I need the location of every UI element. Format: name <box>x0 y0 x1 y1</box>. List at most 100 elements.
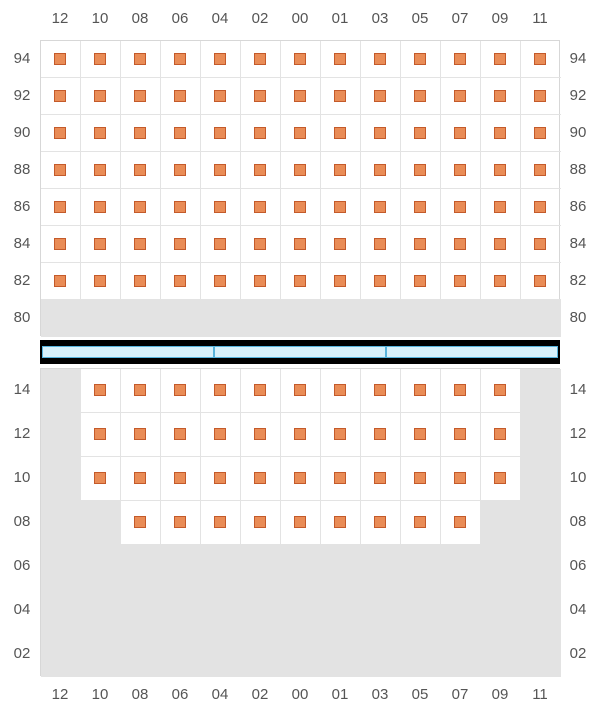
seat[interactable] <box>414 127 426 139</box>
seat[interactable] <box>454 428 466 440</box>
seat[interactable] <box>454 53 466 65</box>
seat[interactable] <box>374 53 386 65</box>
seat[interactable] <box>454 164 466 176</box>
seat[interactable] <box>134 201 146 213</box>
seat[interactable] <box>534 90 546 102</box>
seat[interactable] <box>334 53 346 65</box>
seat[interactable] <box>254 472 266 484</box>
seat[interactable] <box>214 472 226 484</box>
seat[interactable] <box>254 201 266 213</box>
seat[interactable] <box>534 53 546 65</box>
seat[interactable] <box>494 127 506 139</box>
seat[interactable] <box>374 127 386 139</box>
seat[interactable] <box>374 428 386 440</box>
seat[interactable] <box>174 53 186 65</box>
seat[interactable] <box>54 275 66 287</box>
seat[interactable] <box>494 275 506 287</box>
seat[interactable] <box>214 164 226 176</box>
seat[interactable] <box>254 384 266 396</box>
seat[interactable] <box>294 516 306 528</box>
seat[interactable] <box>534 164 546 176</box>
seat[interactable] <box>254 516 266 528</box>
seat[interactable] <box>134 164 146 176</box>
seat[interactable] <box>174 127 186 139</box>
seat[interactable] <box>174 164 186 176</box>
seat[interactable] <box>534 275 546 287</box>
seat[interactable] <box>174 472 186 484</box>
seat[interactable] <box>294 472 306 484</box>
seat[interactable] <box>334 238 346 250</box>
seat[interactable] <box>134 127 146 139</box>
seat[interactable] <box>214 275 226 287</box>
seat[interactable] <box>494 428 506 440</box>
seat[interactable] <box>214 428 226 440</box>
seat[interactable] <box>454 201 466 213</box>
seat[interactable] <box>54 238 66 250</box>
seat[interactable] <box>134 90 146 102</box>
seat[interactable] <box>374 164 386 176</box>
seat[interactable] <box>54 201 66 213</box>
seat[interactable] <box>94 428 106 440</box>
seat[interactable] <box>374 516 386 528</box>
seat[interactable] <box>134 238 146 250</box>
seat[interactable] <box>174 516 186 528</box>
seat[interactable] <box>334 201 346 213</box>
seat[interactable] <box>494 53 506 65</box>
seat[interactable] <box>134 428 146 440</box>
seat[interactable] <box>214 53 226 65</box>
seat[interactable] <box>454 472 466 484</box>
seat[interactable] <box>494 238 506 250</box>
seat[interactable] <box>534 201 546 213</box>
seat[interactable] <box>174 428 186 440</box>
seat[interactable] <box>454 127 466 139</box>
seat[interactable] <box>414 201 426 213</box>
seat[interactable] <box>214 201 226 213</box>
seat[interactable] <box>174 238 186 250</box>
seat[interactable] <box>334 428 346 440</box>
seat[interactable] <box>334 90 346 102</box>
seat[interactable] <box>414 164 426 176</box>
seat[interactable] <box>334 164 346 176</box>
seat[interactable] <box>374 238 386 250</box>
seat[interactable] <box>294 53 306 65</box>
seat[interactable] <box>254 164 266 176</box>
seat[interactable] <box>94 238 106 250</box>
seat[interactable] <box>134 275 146 287</box>
seat[interactable] <box>454 90 466 102</box>
seat[interactable] <box>94 472 106 484</box>
seat[interactable] <box>294 201 306 213</box>
seat[interactable] <box>374 384 386 396</box>
seat[interactable] <box>414 384 426 396</box>
seat[interactable] <box>294 127 306 139</box>
seat[interactable] <box>374 472 386 484</box>
seat[interactable] <box>54 127 66 139</box>
seat[interactable] <box>414 516 426 528</box>
seat[interactable] <box>174 90 186 102</box>
seat[interactable] <box>214 127 226 139</box>
seat[interactable] <box>134 384 146 396</box>
seat[interactable] <box>334 127 346 139</box>
seat[interactable] <box>94 90 106 102</box>
seat[interactable] <box>494 384 506 396</box>
seat[interactable] <box>334 275 346 287</box>
seat[interactable] <box>294 238 306 250</box>
seat[interactable] <box>374 275 386 287</box>
seat[interactable] <box>214 516 226 528</box>
seat[interactable] <box>454 275 466 287</box>
seat[interactable] <box>94 275 106 287</box>
seat[interactable] <box>54 53 66 65</box>
seat[interactable] <box>414 275 426 287</box>
seat[interactable] <box>254 127 266 139</box>
seat[interactable] <box>134 53 146 65</box>
seat[interactable] <box>174 275 186 287</box>
seat[interactable] <box>254 238 266 250</box>
seat[interactable] <box>294 428 306 440</box>
seat[interactable] <box>414 90 426 102</box>
seat[interactable] <box>214 90 226 102</box>
seat[interactable] <box>414 53 426 65</box>
seat[interactable] <box>294 384 306 396</box>
seat[interactable] <box>334 516 346 528</box>
seat[interactable] <box>294 275 306 287</box>
seat[interactable] <box>414 428 426 440</box>
seat[interactable] <box>414 472 426 484</box>
